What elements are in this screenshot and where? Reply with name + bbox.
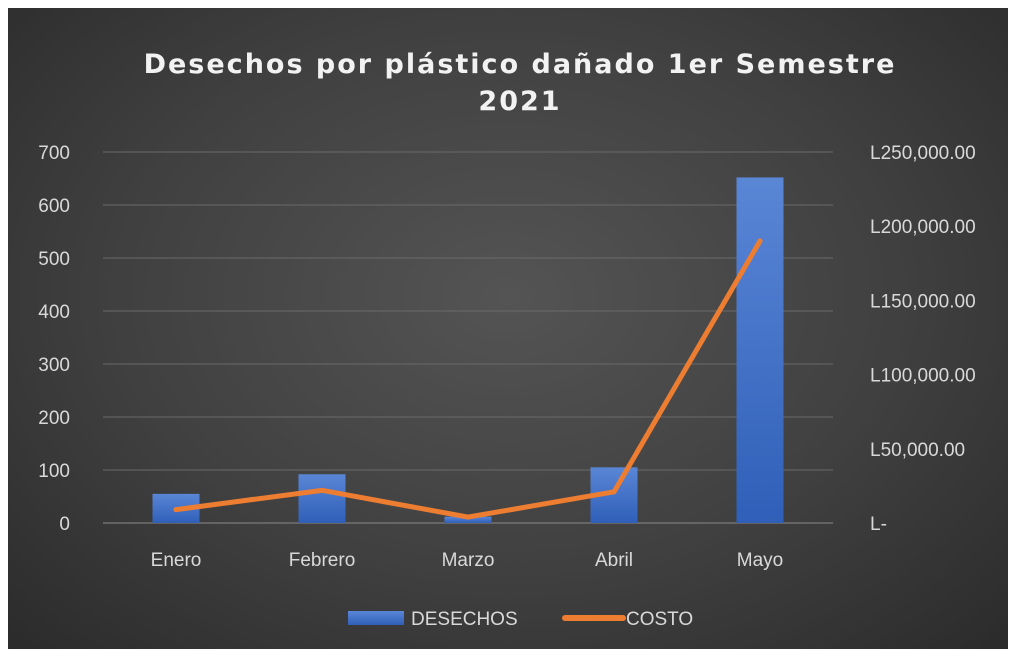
point-costo-abril bbox=[611, 489, 617, 495]
left-axis-tick-label: 600 bbox=[38, 196, 70, 217]
legend-label-costo: COSTO bbox=[626, 609, 693, 630]
point-costo-marzo bbox=[465, 514, 471, 520]
chart-title-line-1: Desechos por plástico dañado 1er Semestr… bbox=[144, 49, 897, 80]
right-axis-tick-label: L200,000.00 bbox=[870, 217, 976, 238]
x-axis-label-febrero: Febrero bbox=[289, 550, 356, 571]
left-axis-tick-label: 700 bbox=[38, 143, 70, 164]
right-axis-tick-label: L250,000.00 bbox=[870, 143, 976, 164]
line-costo bbox=[173, 238, 763, 520]
left-axis-tick-label: 0 bbox=[59, 514, 70, 535]
left-axis-tick-label: 500 bbox=[38, 249, 70, 270]
right-axis-tick-label: L100,000.00 bbox=[870, 366, 976, 387]
point-costo-febrero bbox=[319, 487, 325, 493]
legend: DESECHOS COSTO bbox=[348, 609, 693, 630]
x-axis-label-marzo: Marzo bbox=[442, 550, 495, 571]
bar-desechos-febrero bbox=[298, 474, 346, 523]
right-axis-tick-label: L50,000.00 bbox=[870, 440, 965, 461]
x-axis-label-abril: Abril bbox=[595, 550, 633, 571]
left-axis-tick-label: 300 bbox=[38, 355, 70, 376]
bar-desechos-mayo bbox=[736, 177, 784, 523]
right-axis-tick-label: L- bbox=[870, 514, 887, 535]
left-axis-tick-label: 400 bbox=[38, 302, 70, 323]
left-axis-tick-label: 100 bbox=[38, 461, 70, 482]
chart-frame: Desechos por plástico dañado 1er Semestr… bbox=[8, 8, 1008, 649]
chart-title-line-2: 2021 bbox=[478, 86, 561, 117]
x-axis-label-mayo: Mayo bbox=[737, 550, 783, 571]
left-axis-tick-label: 200 bbox=[38, 408, 70, 429]
x-axis-label-enero: Enero bbox=[151, 550, 202, 571]
legend-label-desechos: DESECHOS bbox=[411, 609, 518, 630]
point-costo-mayo bbox=[757, 238, 763, 244]
combo-chart: Desechos por plástico dañado 1er Semestr… bbox=[38, 49, 976, 630]
bar-desechos-marzo bbox=[444, 516, 492, 523]
right-axis-tick-label: L150,000.00 bbox=[870, 291, 976, 312]
legend-swatch-desechos bbox=[348, 611, 404, 625]
point-costo-enero bbox=[173, 507, 179, 513]
